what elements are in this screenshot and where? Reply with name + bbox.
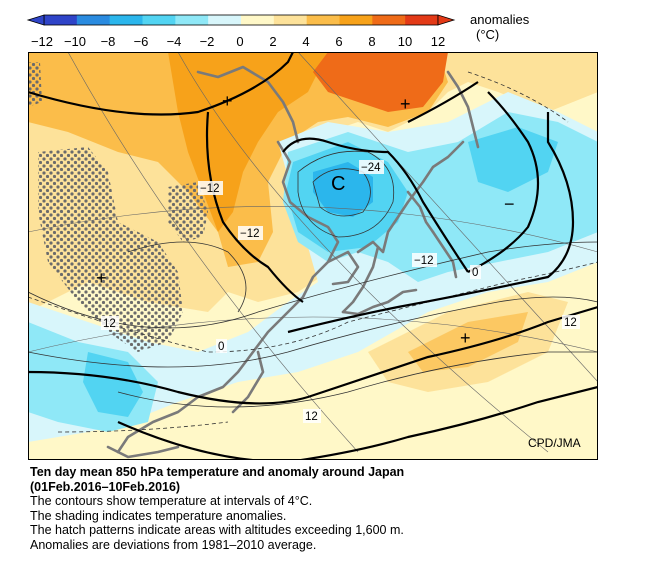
colorbar-segment: [306, 15, 340, 25]
contour-label-background: [303, 409, 321, 423]
cold-anomaly-east: [468, 127, 558, 192]
colorbar-segment: [273, 15, 308, 25]
colorbar-tick-label: 0: [236, 34, 243, 49]
high-altitude-hatch-north: [28, 62, 42, 107]
contour-label-background: [216, 339, 227, 353]
contour-label-background: [412, 253, 437, 267]
colorbar-tick-label: −6: [134, 34, 149, 49]
colorbar-segment: [241, 15, 275, 25]
cold-center-marker: −: [504, 194, 515, 214]
map-frame: [28, 52, 598, 460]
caption-line-1: The contours show temperature at interva…: [30, 494, 313, 508]
colorbar-segment: [339, 15, 373, 25]
colorbar-tick-label: −4: [167, 34, 182, 49]
colorbar-tick-label: −10: [64, 34, 86, 49]
warm-center-marker: +: [460, 328, 471, 348]
colorbar-segment: [405, 15, 439, 25]
map-caption: Ten day mean 850 hPa temperature and ano…: [30, 465, 630, 552]
colorbar-tick-label: −8: [101, 34, 116, 49]
colorbar-tick-label: 12: [431, 34, 445, 49]
colorbar-segment: [175, 15, 209, 25]
contour-label-background: [198, 181, 223, 195]
warm-anomaly-core-north: [313, 52, 448, 112]
contour-labels: −24 −12 −12 −12 0 0 12 12 12: [101, 160, 580, 423]
contour-label-background: [562, 315, 580, 329]
temperature-contours-thick: [28, 52, 598, 460]
contour-label-background: [359, 160, 384, 174]
contour-label: 0: [472, 267, 478, 279]
contour-label: −24: [361, 162, 381, 174]
legend-title-text: anomalies: [470, 12, 530, 27]
warm-center-marker: +: [96, 268, 107, 288]
cold-anomaly-core: [313, 162, 373, 217]
anomaly-colorbar: −12 −10 −8 −6 −4 −2 0 2 4 6 8 10 12: [26, 14, 456, 49]
credit-label: CPD/JMA: [528, 436, 581, 450]
warm-center-marker: +: [222, 91, 233, 111]
colorbar-segment: [109, 15, 143, 25]
high-altitude-hatch-tibet: [38, 147, 183, 352]
contour-label-background: [238, 226, 263, 240]
colorbar-right-arrow: [437, 14, 456, 26]
contour-label: 0: [218, 341, 224, 353]
colorbar-segment: [208, 15, 242, 25]
contour-label: 12: [564, 317, 577, 329]
legend-title: anomalies (°C): [470, 12, 529, 42]
contour-label: 12: [305, 411, 318, 423]
contour-label: −12: [240, 228, 260, 240]
legend-unit: (°C): [476, 27, 500, 42]
caption-line-4: Anomalies are deviations from 1981–2010 …: [30, 537, 317, 552]
colorbar-tick-label: −12: [31, 34, 53, 49]
colorbar-segment: [44, 15, 78, 25]
colorbar-tick-labels: −12 −10 −8 −6 −4 −2 0 2 4 6 8 10 12: [31, 34, 445, 49]
contour-label: 12: [103, 318, 116, 330]
map-markers: + + + + − C: [96, 91, 515, 348]
contour-label-background: [101, 316, 119, 330]
contour-label: −12: [200, 183, 220, 195]
caption-line-2: The shading indicates temperature anomal…: [30, 508, 287, 523]
warm-anomaly-core-west: [188, 72, 258, 127]
colorbar-segments: [43, 14, 439, 26]
temperature-contours-thin: [28, 150, 598, 408]
contour-label-background: [470, 265, 481, 279]
cold-anomaly-southwest-core: [83, 352, 143, 417]
colorbar-tick-label: −2: [200, 34, 215, 49]
caption-title-line-2: (01Feb.2016–10Feb.2016): [30, 479, 181, 494]
zero-anomaly-dashed-line: [28, 71, 598, 433]
caption-line-3: The hatch patterns indicate areas with a…: [30, 523, 404, 537]
colorbar-left-arrow: [26, 14, 45, 26]
warm-center-marker: +: [400, 94, 411, 114]
colorbar-tick-label: 2: [269, 34, 276, 49]
colorbar-tick-label: 4: [302, 34, 309, 49]
anomaly-map: −24 −12 −12 −12 0 0 12 12 12 + + + + − C: [28, 52, 598, 460]
colorbar-segment: [142, 15, 176, 25]
contour-label: −12: [414, 255, 434, 267]
colorbar-segment: [76, 15, 111, 25]
warm-anomaly-southeast-inner: [408, 312, 528, 372]
coastlines: [106, 65, 480, 459]
colorbar-tick-label: 8: [368, 34, 375, 49]
caption-title-line-1: Ten day mean 850 hPa temperature and ano…: [30, 465, 405, 479]
cold-core-marker: C: [331, 173, 345, 195]
colorbar-segment: [372, 15, 406, 25]
colorbar-tick-label: 6: [335, 34, 342, 49]
colorbar-tick-label: 10: [398, 34, 412, 49]
